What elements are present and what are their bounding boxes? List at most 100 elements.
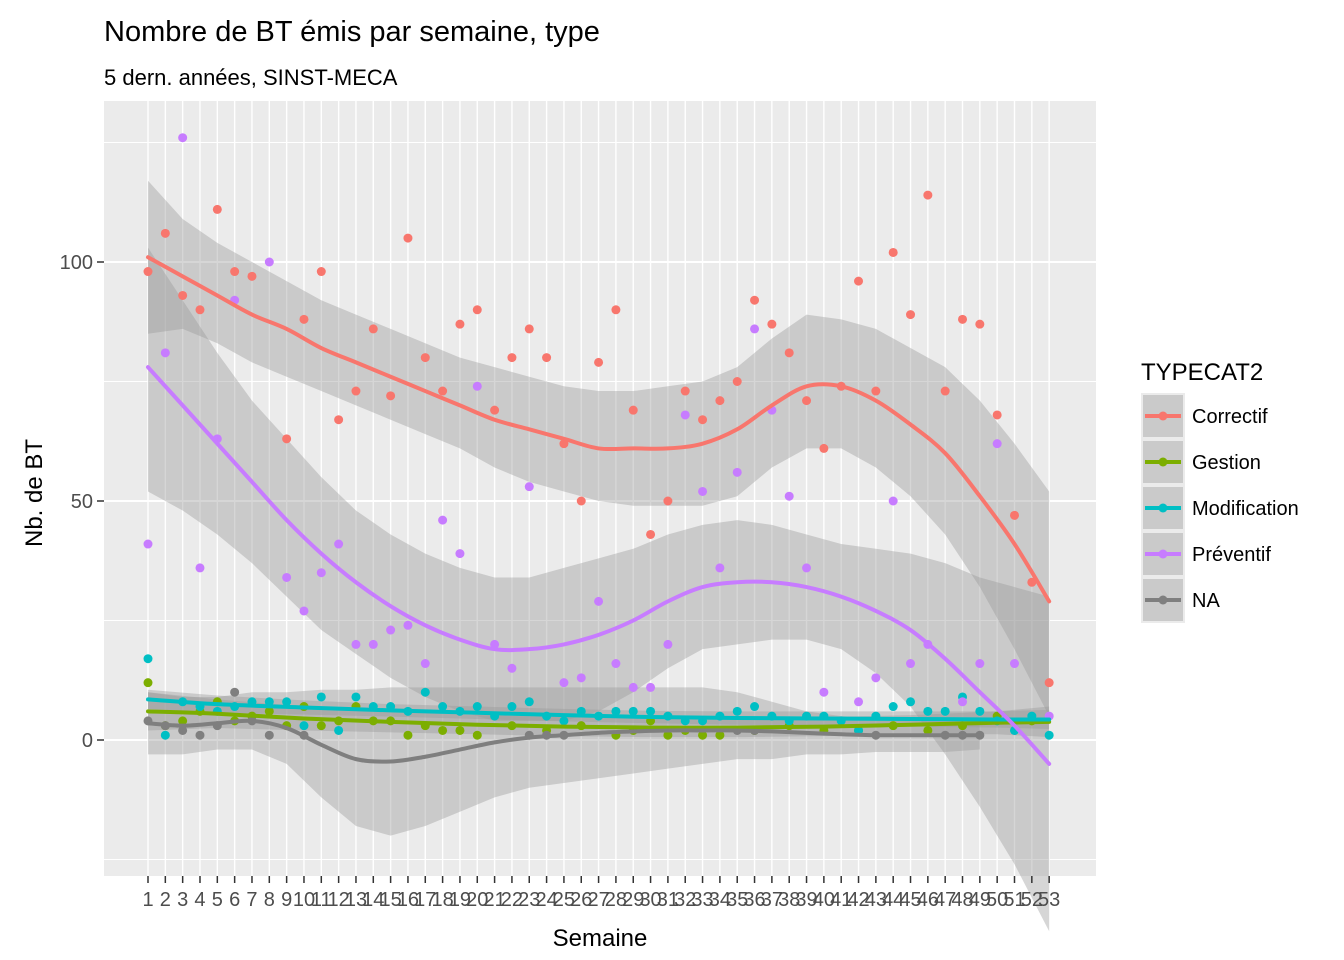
x-tick-label: 24 [535,889,557,911]
point-correctif [819,443,829,453]
point-correctif [420,353,430,363]
point-correctif [767,319,777,329]
point-correctif [351,386,361,396]
legend-key-point [1158,595,1168,605]
smooth-line-gestion [146,709,1052,730]
x-tick-label: 29 [622,889,644,911]
point-préventif [698,486,708,496]
point-gestion [923,725,933,735]
x-tick-label: 36 [743,889,765,911]
point-préventif [403,620,413,630]
point-préventif [680,410,690,420]
x-tick-label: 31 [657,889,679,911]
point-préventif [472,381,482,391]
point-correctif [611,305,621,315]
point-modification [351,692,361,702]
x-tick-label: 34 [709,889,731,911]
legend-label: Correctif [1192,406,1268,428]
point-correctif [576,496,586,506]
point-gestion [178,716,188,726]
point-gestion [403,730,413,740]
point-modification [507,702,517,712]
smooth-line-modification [146,697,1052,722]
point-préventif [819,687,829,697]
legend-label: Gestion [1192,452,1261,474]
x-tick-label: 40 [813,889,835,911]
point-préventif [663,639,673,649]
point-correctif [1027,577,1037,587]
point-préventif [143,539,153,549]
legend-label: Préventif [1192,544,1271,566]
point-modification [264,697,274,707]
x-tick-label: 44 [882,889,904,911]
x-tick-label: 47 [934,889,956,911]
point-modification [611,706,621,716]
point-correctif [386,391,396,401]
x-tick-label: 53 [1038,889,1060,911]
point-correctif [715,396,725,406]
point-préventif [854,697,864,707]
point-correctif [750,295,760,305]
legend-item-modification: Modification [1141,485,1299,531]
chart-title: Nombre de BT émis par semaine, type [104,16,600,48]
point-modification [420,687,430,697]
x-tick-label: 52 [1021,889,1043,911]
x-tick-label: 30 [639,889,661,911]
point-correctif [455,319,465,329]
point-na [195,730,205,740]
point-correctif [663,496,673,506]
x-tick-label: 35 [726,889,748,911]
x-tick-label: 12 [328,889,350,911]
legend-key-point [1158,457,1168,467]
point-préventif [611,659,621,669]
point-préventif [958,697,968,707]
point-modification [334,725,344,735]
point-préventif [750,324,760,334]
x-tick-label: 13 [345,889,367,911]
legend: TYPECAT2 Correctif Gestion Modification Pré… [1141,359,1299,623]
point-correctif [472,305,482,315]
point-modification [732,706,742,716]
x-tick-label: 42 [847,889,869,911]
x-tick-label: 49 [969,889,991,911]
point-préventif [975,659,985,669]
point-correctif [230,267,240,277]
point-modification [888,702,898,712]
point-préventif [160,348,170,358]
point-correctif [992,410,1002,420]
point-préventif [1010,659,1019,669]
smooth-line-na [146,718,982,764]
x-tick-label: 3 [177,889,188,911]
x-tick-label: 48 [951,889,973,911]
x-tick-label: 4 [194,889,205,911]
legend-label: Modification [1192,498,1299,520]
point-préventif [490,639,500,649]
x-tick-label: 27 [587,889,609,911]
point-préventif [784,491,794,501]
point-préventif [386,625,396,635]
legend-key-point [1158,503,1168,513]
x-tick-label: 5 [212,889,223,911]
point-préventif [351,639,361,649]
point-correctif [316,267,326,277]
x-tick-label: 22 [501,889,523,911]
x-tick-label: 15 [379,889,401,911]
confidence-band-na [148,687,980,836]
x-tick-label: 28 [605,889,627,911]
x-tick-label: 23 [518,889,540,911]
x-tick-label: 11 [311,889,332,911]
point-correctif [871,386,881,396]
x-tick-label: 9 [281,889,292,911]
point-préventif [282,572,292,582]
x-tick-label: 1 [142,889,153,911]
point-préventif [802,563,812,573]
point-correctif [1010,510,1019,520]
point-correctif [178,290,188,300]
point-préventif [992,439,1002,449]
point-modification [524,697,534,707]
x-tick-label: 19 [449,889,471,911]
point-préventif [906,659,916,669]
x-tick-label: 41 [830,889,852,911]
x-tick-label: 14 [362,889,384,911]
point-préventif [524,482,534,492]
